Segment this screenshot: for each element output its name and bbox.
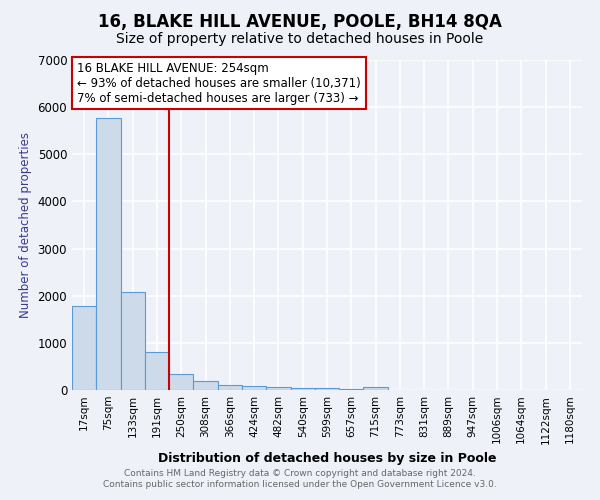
Text: 16, BLAKE HILL AVENUE, POOLE, BH14 8QA: 16, BLAKE HILL AVENUE, POOLE, BH14 8QA bbox=[98, 12, 502, 30]
Text: 16 BLAKE HILL AVENUE: 254sqm
← 93% of detached houses are smaller (10,371)
7% of: 16 BLAKE HILL AVENUE: 254sqm ← 93% of de… bbox=[77, 62, 361, 104]
Text: Contains public sector information licensed under the Open Government Licence v3: Contains public sector information licen… bbox=[103, 480, 497, 489]
Bar bbox=[145, 352, 169, 390]
Bar bbox=[169, 374, 193, 390]
Bar bbox=[339, 388, 364, 390]
Bar bbox=[72, 306, 96, 390]
Bar bbox=[121, 292, 145, 390]
Bar bbox=[218, 385, 242, 390]
Bar bbox=[364, 386, 388, 390]
X-axis label: Distribution of detached houses by size in Poole: Distribution of detached houses by size … bbox=[158, 452, 496, 465]
Bar bbox=[96, 118, 121, 390]
Bar bbox=[266, 387, 290, 390]
Bar bbox=[242, 386, 266, 390]
Bar bbox=[290, 388, 315, 390]
Bar bbox=[315, 388, 339, 390]
Bar bbox=[193, 381, 218, 390]
Text: Contains HM Land Registry data © Crown copyright and database right 2024.: Contains HM Land Registry data © Crown c… bbox=[124, 468, 476, 477]
Text: Size of property relative to detached houses in Poole: Size of property relative to detached ho… bbox=[116, 32, 484, 46]
Y-axis label: Number of detached properties: Number of detached properties bbox=[19, 132, 32, 318]
